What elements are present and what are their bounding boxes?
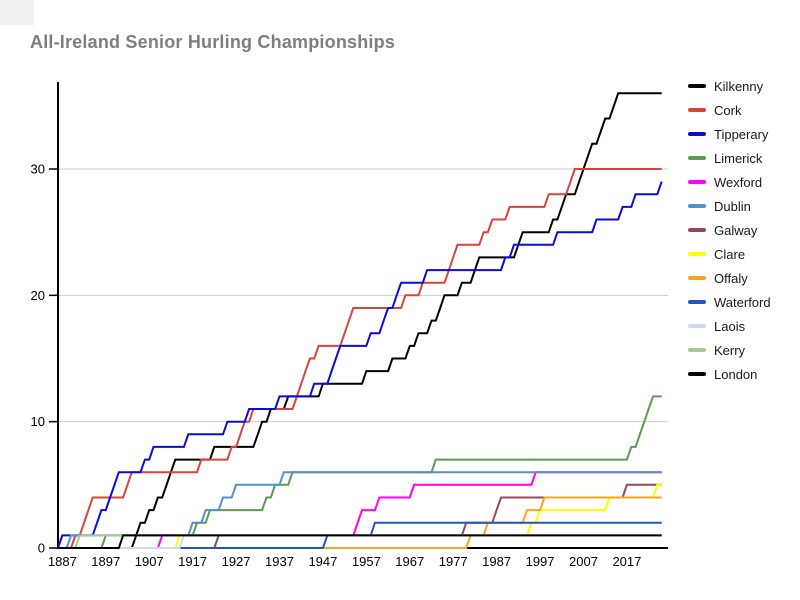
legend: Kilkenny Cork Tipperary Limerick Wexford Dubl… — [688, 74, 771, 386]
x-tick-label-1897: 1897 — [91, 554, 120, 569]
x-tick-label-1957: 1957 — [352, 554, 381, 569]
series-line-cork — [58, 168, 662, 549]
x-tick-label-1927: 1927 — [222, 554, 251, 569]
legend-swatch-tipperary — [688, 132, 706, 136]
legend-swatch-laois — [688, 324, 706, 328]
x-tick-label-1977: 1977 — [439, 554, 468, 569]
legend-swatch-waterford — [688, 300, 706, 304]
legend-swatch-galway — [688, 228, 706, 232]
x-tick-label-2007: 2007 — [569, 554, 598, 569]
legend-label-laois: Laois — [714, 318, 746, 334]
x-tick-label-1987: 1987 — [482, 554, 511, 569]
legend-label-wexford: Wexford — [714, 174, 763, 190]
legend-item-kerry: Kerry — [688, 338, 771, 362]
legend-label-limerick: Limerick — [714, 150, 763, 166]
y-tick-label-0: 0 — [38, 541, 45, 556]
legend-label-dublin: Dublin — [714, 198, 751, 214]
legend-item-clare: Clare — [688, 242, 771, 266]
legend-label-kilkenny: Kilkenny — [714, 78, 764, 94]
legend-swatch-kerry — [688, 348, 706, 352]
y-tick-label-20: 20 — [31, 288, 45, 303]
legend-label-galway: Galway — [714, 222, 758, 238]
legend-item-wexford: Wexford — [688, 170, 771, 194]
legend-item-cork: Cork — [688, 98, 771, 122]
legend-label-cork: Cork — [714, 102, 742, 118]
legend-swatch-london — [688, 372, 706, 376]
legend-label-waterford: Waterford — [714, 294, 771, 310]
legend-item-laois: Laois — [688, 314, 771, 338]
y-tick-label-30: 30 — [31, 162, 45, 177]
legend-swatch-offaly — [688, 276, 706, 280]
legend-label-london: London — [714, 366, 758, 382]
legend-item-limerick: Limerick — [688, 146, 771, 170]
x-tick-label-1887: 1887 — [48, 554, 77, 569]
x-tick-label-1947: 1947 — [308, 554, 337, 569]
x-tick-label-2017: 2017 — [612, 554, 641, 569]
legend-swatch-cork — [688, 108, 706, 112]
series-line-laois — [58, 534, 662, 549]
legend-item-offaly: Offaly — [688, 266, 771, 290]
legend-swatch-limerick — [688, 156, 706, 160]
legend-swatch-wexford — [688, 180, 706, 184]
legend-item-galway: Galway — [688, 218, 771, 242]
legend-label-kerry: Kerry — [714, 342, 746, 358]
legend-label-tipperary: Tipperary — [714, 126, 769, 142]
x-tick-label-1917: 1917 — [178, 554, 207, 569]
legend-item-london: London — [688, 362, 771, 386]
corner-artifact — [0, 0, 34, 25]
legend-item-waterford: Waterford — [688, 290, 771, 314]
x-tick-label-1907: 1907 — [135, 554, 164, 569]
legend-swatch-clare — [688, 252, 706, 256]
legend-label-offaly: Offaly — [714, 270, 748, 286]
series-line-tipperary — [57, 181, 663, 549]
legend-swatch-kilkenny — [688, 84, 706, 88]
y-tick-label-10: 10 — [31, 414, 45, 429]
legend-label-clare: Clare — [714, 246, 746, 262]
legend-item-tipperary: Tipperary — [688, 122, 771, 146]
legend-item-dublin: Dublin — [688, 194, 771, 218]
series-line-kerry — [58, 534, 662, 549]
x-tick-label-1997: 1997 — [526, 554, 555, 569]
x-tick-label-1937: 1937 — [265, 554, 294, 569]
series-line-london — [58, 534, 662, 549]
legend-item-kilkenny: Kilkenny — [688, 74, 771, 98]
series-line-kilkenny — [58, 92, 662, 549]
chart-title: All-Ireland Senior Hurling Championships — [30, 32, 396, 52]
legend-swatch-dublin — [688, 204, 706, 208]
x-tick-label-1967: 1967 — [395, 554, 424, 569]
